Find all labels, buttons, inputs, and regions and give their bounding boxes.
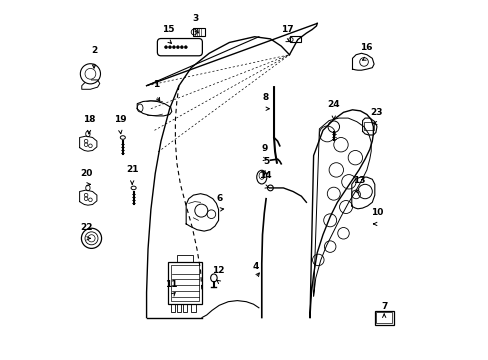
Bar <box>177 255 193 262</box>
Bar <box>168 262 202 304</box>
Circle shape <box>172 46 175 49</box>
Text: 10: 10 <box>370 208 383 217</box>
Text: 7: 7 <box>380 302 386 311</box>
Text: 18: 18 <box>82 115 95 124</box>
Text: 13: 13 <box>352 176 365 185</box>
Text: 23: 23 <box>370 108 383 117</box>
Circle shape <box>180 46 183 49</box>
Text: 2: 2 <box>91 46 97 55</box>
Bar <box>374 311 393 325</box>
Bar <box>171 265 199 301</box>
Bar <box>375 312 391 323</box>
Bar <box>363 122 373 130</box>
Bar <box>289 36 301 42</box>
Bar <box>193 28 204 36</box>
Text: 12: 12 <box>212 266 224 275</box>
Text: 9: 9 <box>261 144 267 153</box>
Text: 21: 21 <box>126 165 138 174</box>
Circle shape <box>184 46 187 49</box>
Circle shape <box>168 46 171 49</box>
Text: 6: 6 <box>216 194 222 203</box>
Text: 1: 1 <box>153 80 159 89</box>
Bar <box>171 304 175 312</box>
Text: 4: 4 <box>252 262 258 271</box>
Text: 5: 5 <box>263 157 269 166</box>
Text: 3: 3 <box>192 14 199 23</box>
Text: 19: 19 <box>114 115 126 124</box>
Bar <box>191 304 195 312</box>
Text: 16: 16 <box>359 43 372 52</box>
Text: 22: 22 <box>81 223 93 232</box>
Text: 8: 8 <box>262 93 268 102</box>
Circle shape <box>164 46 167 49</box>
Text: 14: 14 <box>259 171 271 180</box>
Text: 20: 20 <box>81 169 93 178</box>
Bar <box>177 304 181 312</box>
Text: 15: 15 <box>162 25 174 34</box>
Bar <box>183 304 187 312</box>
Text: 17: 17 <box>280 25 293 34</box>
Circle shape <box>176 46 179 49</box>
Text: 24: 24 <box>327 100 339 109</box>
Text: 11: 11 <box>165 280 178 289</box>
